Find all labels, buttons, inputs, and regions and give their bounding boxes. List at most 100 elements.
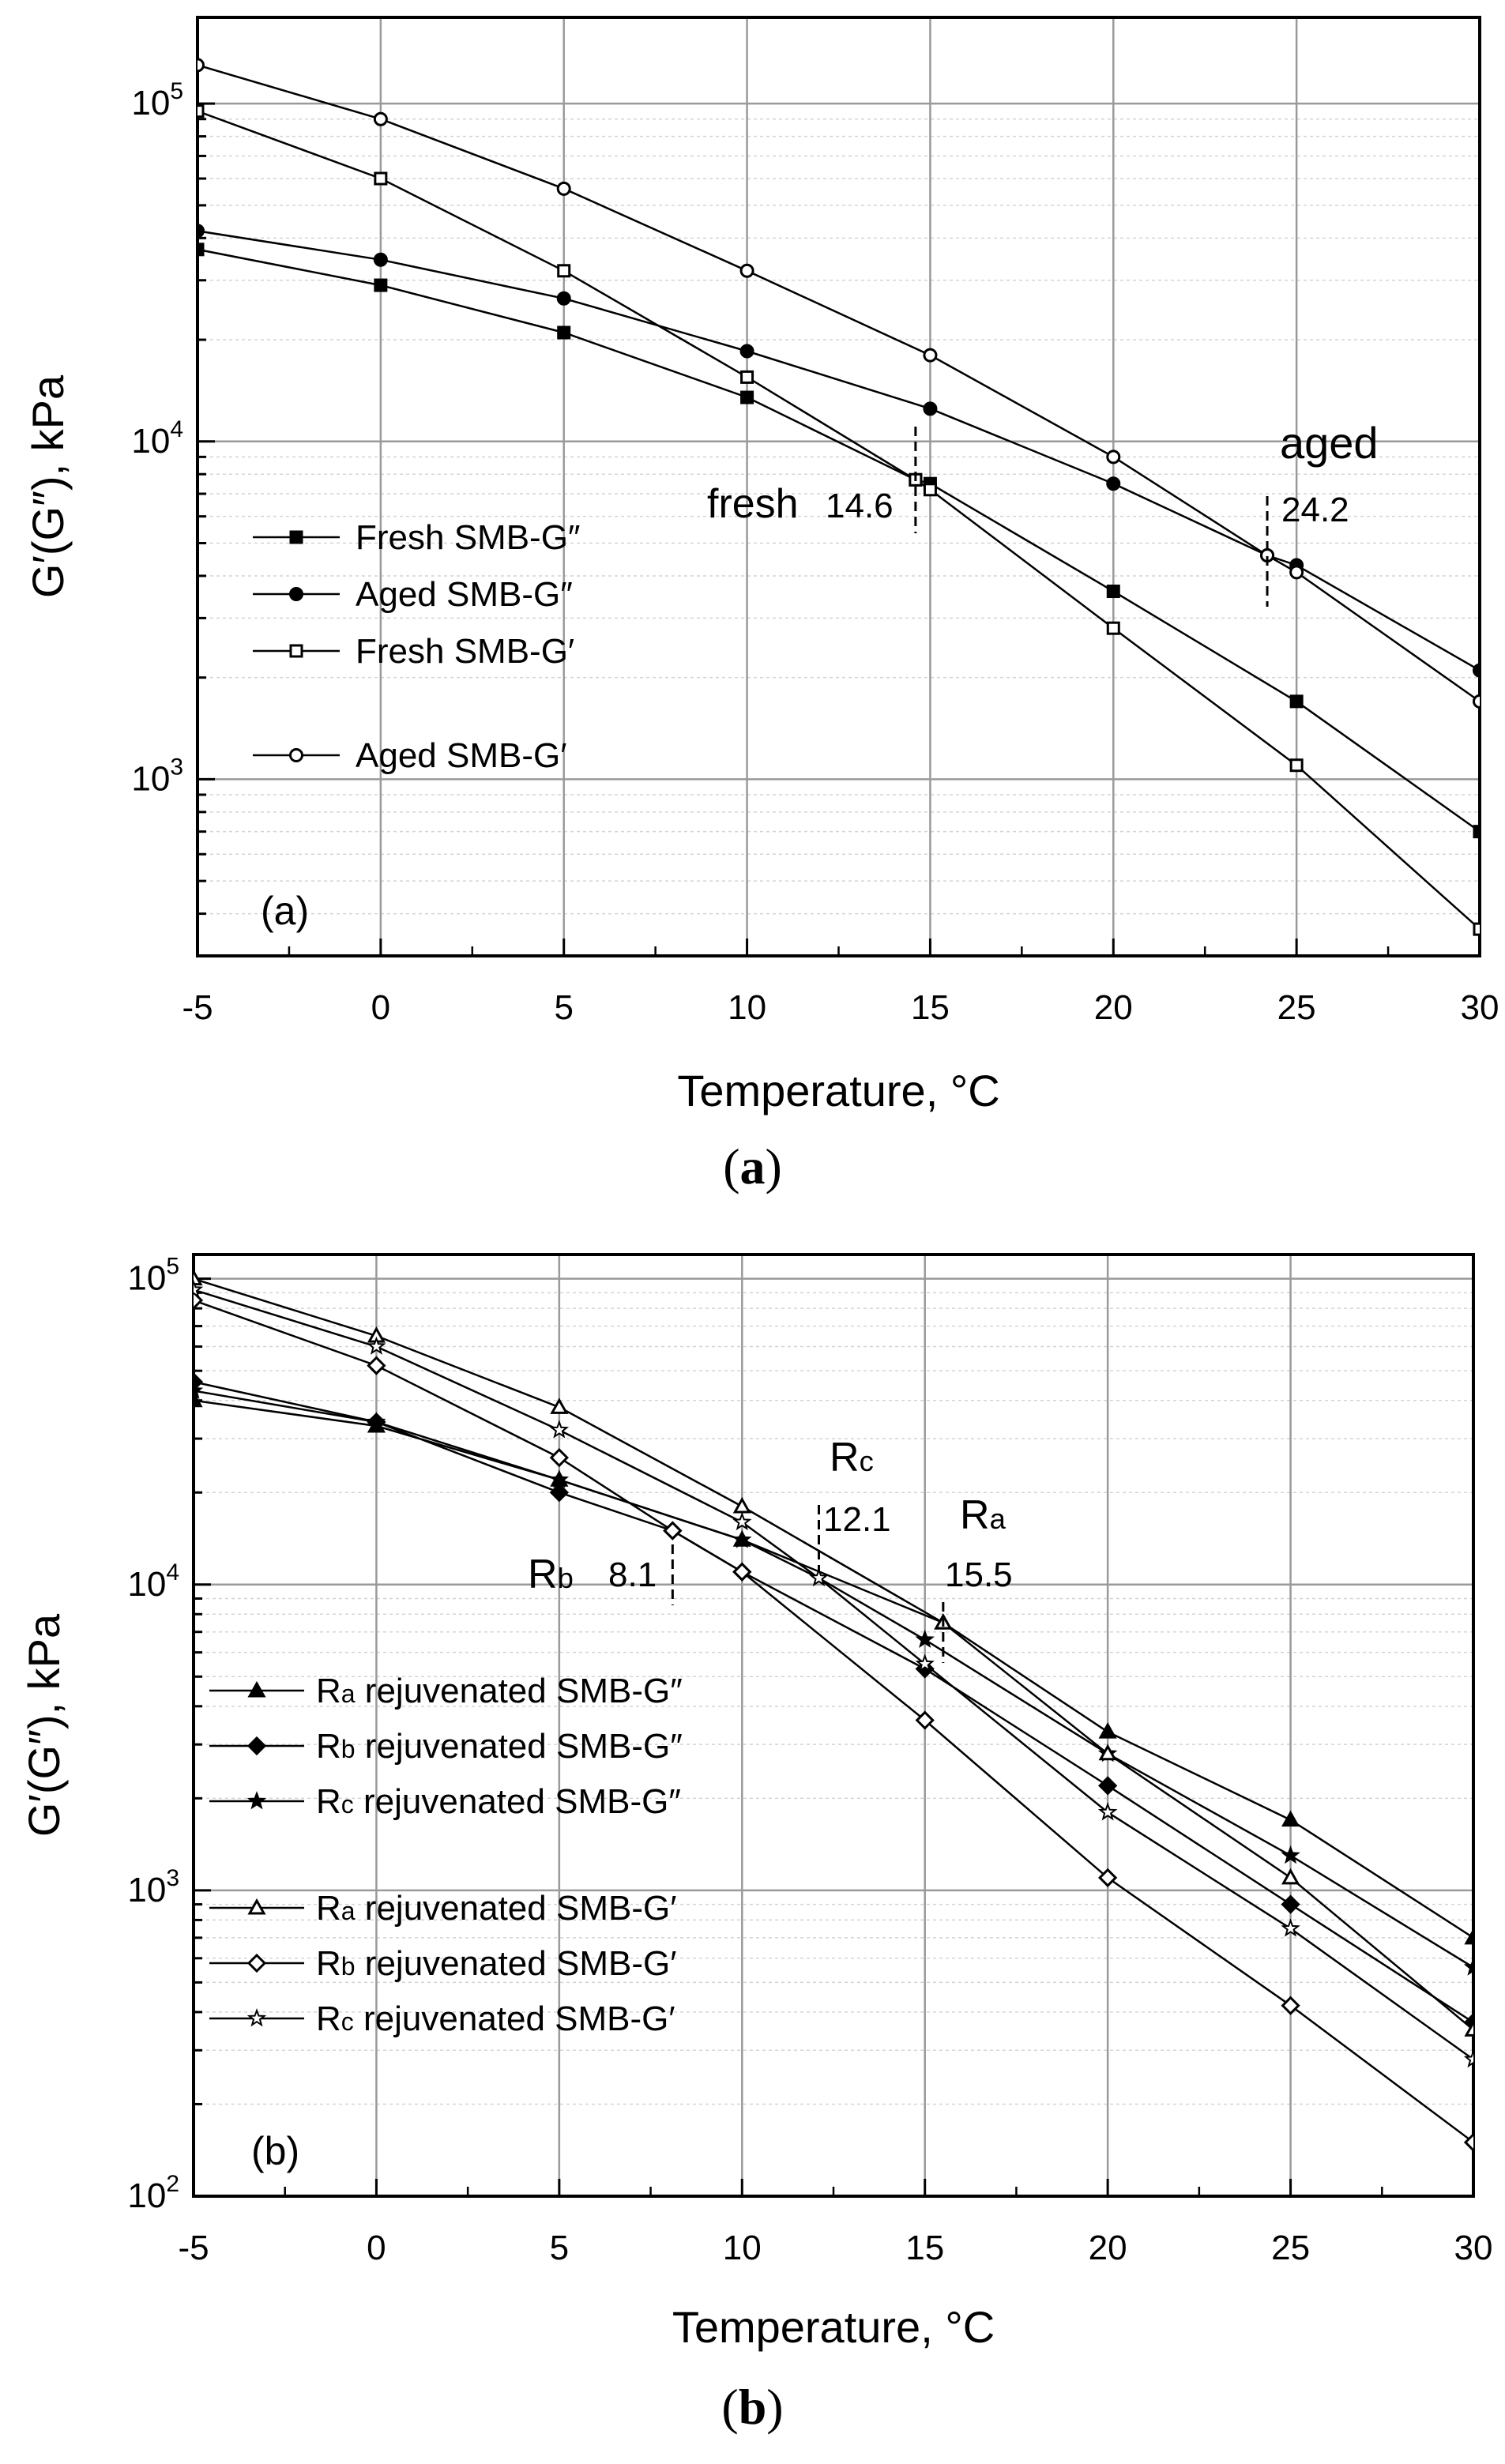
annotation-value: 8.1 bbox=[608, 1556, 657, 1594]
legend-label: Rb rejuvenated SMB-G″ bbox=[316, 1727, 683, 1766]
legend-label: Fresh SMB-G′ bbox=[356, 632, 574, 671]
data-point bbox=[915, 1629, 935, 1649]
annotation-value: 14.6 bbox=[826, 487, 894, 525]
legend-label-letter: R bbox=[316, 1672, 341, 1710]
data-point bbox=[198, 58, 205, 73]
panel-label: (a) bbox=[261, 889, 309, 933]
legend-label-subscript: c bbox=[341, 1790, 354, 1819]
series-layer bbox=[198, 58, 1480, 936]
caption-b-close: ) bbox=[766, 2379, 784, 2435]
y-tick-base: 10 bbox=[131, 84, 170, 122]
legend-marker bbox=[246, 1953, 267, 1973]
annotation-label: Ra bbox=[960, 1492, 1006, 1538]
data-point bbox=[556, 291, 571, 306]
legend-label-rest: rejuvenated SMB-G″ bbox=[356, 1727, 683, 1766]
series-line-3 bbox=[194, 1277, 1473, 2031]
legend-label: Fresh SMB-G″ bbox=[356, 518, 581, 557]
data-point bbox=[373, 252, 388, 267]
legend-label: Rb rejuvenated SMB-G′ bbox=[316, 1944, 676, 1983]
data-point bbox=[549, 1448, 569, 1468]
annotation-subscript: a bbox=[990, 1503, 1006, 1535]
caption-a-letter: a bbox=[739, 1138, 766, 1194]
y-tick-exponent: 5 bbox=[170, 78, 183, 104]
legend-label-letter: R bbox=[316, 1889, 341, 1928]
y-tick-label: 103 bbox=[127, 1865, 179, 1909]
data-point bbox=[923, 348, 938, 363]
x-axis-label: Temperature, °C bbox=[677, 1066, 999, 1115]
legend-marker bbox=[289, 587, 303, 601]
legend-label-rest: rejuvenated SMB-G′ bbox=[354, 1999, 675, 2038]
data-point bbox=[1281, 1845, 1300, 1864]
data-point bbox=[194, 1390, 203, 1408]
data-point bbox=[194, 1372, 204, 1392]
annotation-letter: R bbox=[960, 1492, 990, 1538]
legend-label-subscript: a bbox=[341, 1897, 356, 1925]
data-point bbox=[923, 483, 937, 497]
data-point bbox=[732, 1496, 751, 1514]
x-tick-label: 0 bbox=[371, 988, 390, 1027]
data-point bbox=[1097, 1802, 1118, 1821]
caption-a-open: ( bbox=[723, 1138, 740, 1194]
legend-marker bbox=[246, 1736, 267, 1756]
data-point bbox=[739, 263, 754, 278]
data-point bbox=[1463, 2132, 1473, 2152]
data-point bbox=[1473, 694, 1480, 709]
legend-label-subscript: c bbox=[341, 2007, 354, 2036]
data-point bbox=[732, 1529, 752, 1548]
data-point bbox=[739, 344, 754, 359]
x-tick-label: 30 bbox=[1461, 988, 1499, 1027]
data-point bbox=[374, 171, 388, 186]
data-point bbox=[373, 111, 388, 126]
annotation-subscript: c bbox=[860, 1445, 874, 1477]
legend: Fresh SMB-G″ Aged SMB-G″ Fresh SMB-G′ Aged … bbox=[253, 518, 581, 775]
legend-label: Aged SMB-G′ bbox=[356, 736, 566, 775]
legend-label-letter: R bbox=[316, 1727, 341, 1766]
data-point bbox=[549, 1420, 570, 1439]
grid bbox=[194, 1255, 1473, 2198]
data-point bbox=[1106, 621, 1120, 635]
y-tick-exponent: 5 bbox=[166, 1254, 179, 1280]
annotation-label: Rb bbox=[528, 1552, 574, 1597]
data-point bbox=[549, 1469, 570, 1488]
data-point bbox=[1289, 565, 1304, 580]
legend-label-subscript: b bbox=[341, 1735, 356, 1763]
legend-marker bbox=[289, 748, 303, 762]
data-point bbox=[550, 1398, 569, 1414]
data-point bbox=[1098, 1776, 1118, 1796]
data-point bbox=[1463, 2049, 1473, 2068]
y-tick-base: 10 bbox=[131, 759, 170, 798]
legend-label: Rc rejuvenated SMB-G″ bbox=[316, 1782, 681, 1821]
y-axis-label: G′(G″), kPa bbox=[19, 1613, 69, 1837]
legend-label-rest: rejuvenated SMB-G′ bbox=[356, 1889, 677, 1928]
legend-label-subscript: a bbox=[341, 1680, 356, 1708]
data-point bbox=[198, 243, 205, 257]
legend: Ra rejuvenated SMB-G″Rb rejuvenated SMB-… bbox=[209, 1672, 683, 2038]
x-axis-label: Temperature, °C bbox=[672, 2302, 995, 2352]
data-point bbox=[1289, 758, 1304, 773]
x-tick-label: 5 bbox=[554, 988, 573, 1027]
data-point bbox=[367, 1412, 386, 1431]
y-tick-exponent: 3 bbox=[166, 1865, 179, 1891]
data-point bbox=[367, 1356, 386, 1375]
data-point bbox=[367, 1336, 386, 1355]
legend-label-rest: rejuvenated SMB-G″ bbox=[356, 1672, 683, 1710]
data-point bbox=[809, 1567, 829, 1587]
x-tick-label: 25 bbox=[1271, 2229, 1310, 2267]
x-tick-label: 25 bbox=[1277, 988, 1316, 1027]
y-tick-label: 104 bbox=[131, 416, 183, 461]
data-point bbox=[1463, 1957, 1473, 1976]
y-tick-label: 104 bbox=[127, 1559, 179, 1604]
y-tick-exponent: 4 bbox=[170, 416, 183, 442]
x-tick-label: 20 bbox=[1089, 2229, 1127, 2267]
annotation-letter: R bbox=[830, 1435, 860, 1480]
x-tick-label: 10 bbox=[728, 988, 766, 1027]
data-point bbox=[374, 278, 388, 292]
data-point bbox=[549, 1483, 569, 1503]
data-point bbox=[1281, 1894, 1300, 1914]
data-point bbox=[557, 264, 571, 278]
panel-label: (b) bbox=[251, 2129, 299, 2173]
x-tick-label: 0 bbox=[367, 2229, 386, 2267]
annotation-value: 15.5 bbox=[945, 1556, 1013, 1594]
legend-marker bbox=[289, 644, 303, 658]
legend-label-letter: R bbox=[316, 1944, 341, 1983]
